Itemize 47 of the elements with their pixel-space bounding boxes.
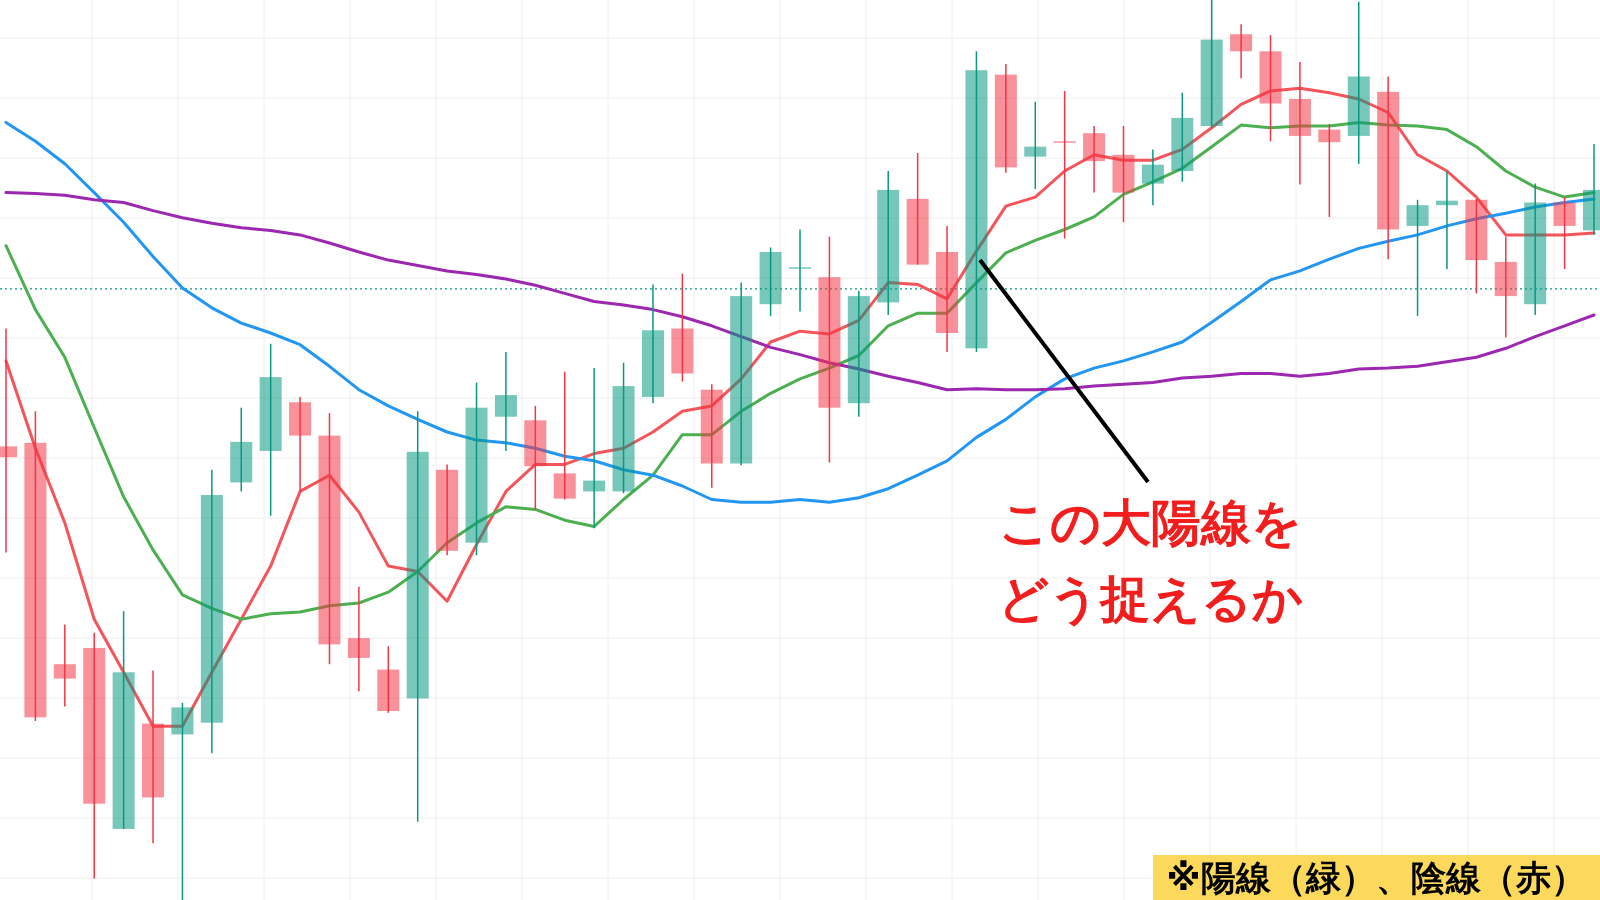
candlestick	[318, 412, 341, 665]
candlestick	[494, 351, 517, 452]
candlestick	[230, 406, 253, 493]
candlestick	[1083, 125, 1106, 194]
candlestick	[700, 383, 723, 489]
candlestick	[377, 645, 400, 714]
candlestick	[1171, 91, 1194, 183]
candlestick	[553, 370, 576, 501]
candlestick	[289, 396, 312, 493]
candlestick	[465, 381, 488, 557]
candlestick	[671, 272, 694, 383]
candlestick	[1141, 148, 1164, 206]
candlestick	[936, 225, 959, 353]
candlestick	[1494, 235, 1517, 339]
candlestick	[1377, 75, 1400, 260]
candlestick	[24, 410, 47, 722]
candlestick	[583, 367, 606, 530]
candlestick	[347, 586, 370, 692]
candlestick	[1024, 100, 1047, 190]
candlestick	[730, 281, 753, 467]
candlestick	[1318, 123, 1341, 218]
candlestick	[1553, 196, 1576, 270]
candlestick	[847, 289, 870, 418]
candlestick	[259, 343, 282, 517]
annotation: ※陽線（緑）、陰線（赤）	[1166, 858, 1586, 898]
candlestick	[994, 63, 1017, 174]
candlestick	[1230, 23, 1253, 80]
candlestick	[906, 152, 929, 266]
candlestick	[818, 235, 841, 464]
candlestick	[112, 610, 135, 830]
candlestick	[1200, 0, 1223, 129]
candlestick	[1347, 1, 1370, 165]
candlestick	[1288, 61, 1311, 186]
candlestick	[436, 463, 459, 557]
candlestick	[1112, 125, 1135, 224]
candlestick	[171, 702, 194, 900]
candlestick	[612, 361, 635, 494]
candlestick	[1259, 34, 1282, 143]
candlestick	[83, 631, 106, 880]
candlestick	[406, 410, 429, 823]
candlestick	[524, 405, 547, 511]
candlestick	[1465, 198, 1488, 295]
candlestick	[142, 669, 165, 845]
candlestick	[1053, 90, 1076, 240]
candlestick	[53, 623, 76, 708]
annotation: この大陽線をどう捉えるか	[997, 494, 1303, 628]
candlestick	[200, 469, 223, 755]
